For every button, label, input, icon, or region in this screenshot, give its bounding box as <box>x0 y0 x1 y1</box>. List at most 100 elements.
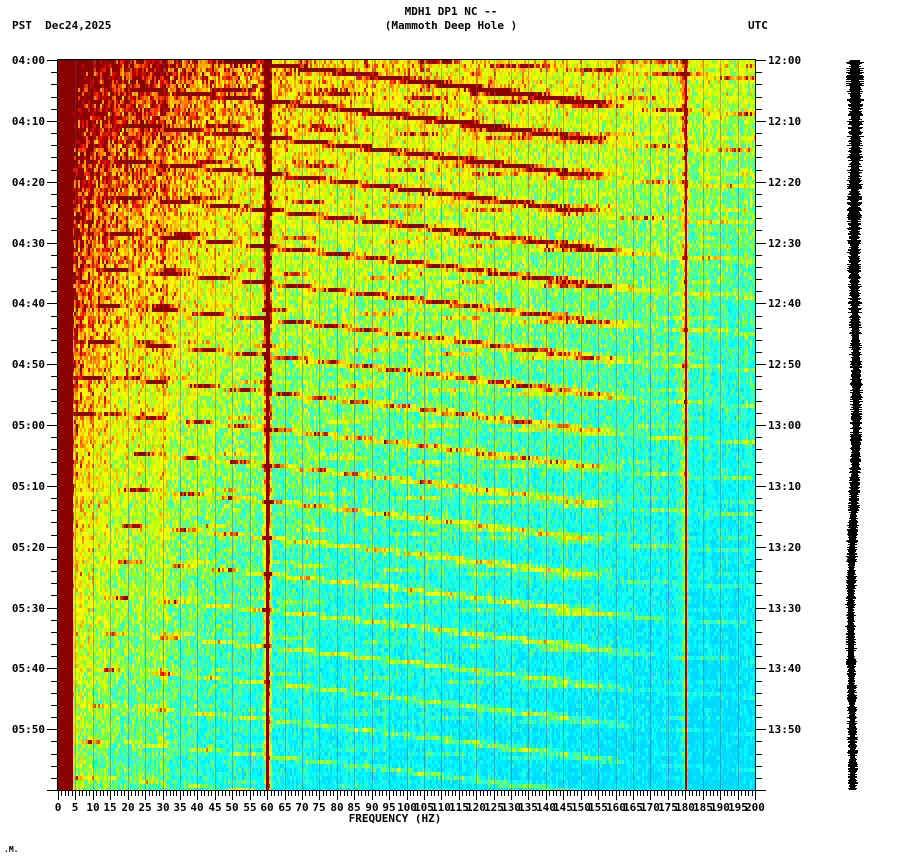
x-tick-38 <box>190 791 191 796</box>
x-tick-159 <box>612 791 613 796</box>
x-tick-label-85: 85 <box>347 801 361 814</box>
y-tick-left-332 <box>51 620 57 621</box>
y-tick-left-336 <box>51 644 57 645</box>
x-tick-0 <box>58 791 59 800</box>
x-tick-191 <box>724 791 725 796</box>
x-tick-label-110: 110 <box>431 801 451 814</box>
x-tick-167 <box>640 791 641 796</box>
seismogram-trace <box>838 60 872 790</box>
x-tick-69 <box>298 791 299 796</box>
y-tick-right-242 <box>756 72 762 73</box>
x-tick-18 <box>121 791 122 796</box>
x-tick-81 <box>340 791 341 796</box>
y-tick-right-338 <box>756 656 762 657</box>
x-tick-96 <box>393 791 394 796</box>
y-tick-left-282 <box>51 316 57 317</box>
x-tick-19 <box>124 791 125 796</box>
y-tick-left-324 <box>51 571 57 572</box>
y-tick-right-306 <box>756 462 762 463</box>
x-tick-label-105: 105 <box>414 801 434 814</box>
x-tick-24 <box>142 791 143 796</box>
x-tick-label-25: 25 <box>138 801 152 814</box>
x-tick-145 <box>563 791 564 800</box>
x-tick-label-10: 10 <box>86 801 100 814</box>
x-tick-109 <box>438 791 439 796</box>
x-tick-160 <box>616 791 617 800</box>
x-tick-183 <box>696 791 697 796</box>
x-tick-label-100: 100 <box>397 801 417 814</box>
x-tick-164 <box>630 791 631 796</box>
y-tick-right-324 <box>756 571 762 572</box>
x-tick-135 <box>528 791 529 800</box>
y-tick-label-utc-9: 13:30 <box>768 602 802 615</box>
x-tick-16 <box>114 791 115 796</box>
x-tick-178 <box>678 791 679 796</box>
y-tick-right-298 <box>756 413 762 414</box>
x-tick-8 <box>86 791 87 796</box>
y-tick-label-utc-1: 12:10 <box>768 115 802 128</box>
y-tick-left-254 <box>51 145 57 146</box>
x-tick-165 <box>633 791 634 800</box>
x-tick-56 <box>253 791 254 796</box>
y-tick-left-312 <box>51 498 57 499</box>
x-tick-2 <box>65 791 66 796</box>
y-tick-left-266 <box>51 218 57 219</box>
x-tick-77 <box>326 791 327 796</box>
x-tick-124 <box>490 791 491 796</box>
y-tick-label-pst-11: 05:50 <box>11 723 45 736</box>
x-tick-31 <box>166 791 167 796</box>
y-tick-left-258 <box>51 170 57 171</box>
y-tick-right-258 <box>756 170 762 171</box>
y-tick-left-264 <box>51 206 57 207</box>
y-tick-label-utc-10: 13:40 <box>768 662 802 675</box>
x-tick-188 <box>713 791 714 796</box>
y-tick-right-312 <box>756 498 762 499</box>
x-tick-166 <box>637 791 638 796</box>
x-tick-193 <box>731 791 732 796</box>
x-tick-137 <box>535 791 536 796</box>
y-tick-left-278 <box>51 291 57 292</box>
x-tick-label-155: 155 <box>588 801 608 814</box>
x-tick-25 <box>145 791 146 800</box>
y-tick-label-utc-11: 13:50 <box>768 723 802 736</box>
x-tick-label-160: 160 <box>606 801 626 814</box>
y-tick-right-294 <box>756 389 762 390</box>
x-tick-91 <box>375 791 376 796</box>
y-tick-right-270 <box>756 243 766 244</box>
x-tick-60 <box>267 791 268 800</box>
y-tick-right-354 <box>756 754 762 755</box>
x-tick-106 <box>427 791 428 796</box>
x-tick-37 <box>187 791 188 796</box>
x-tick-101 <box>410 791 411 796</box>
x-tick-65 <box>285 791 286 800</box>
y-tick-right-284 <box>756 328 762 329</box>
y-tick-label-utc-7: 13:10 <box>768 480 802 493</box>
x-tick-105 <box>424 791 425 800</box>
y-tick-right-360 <box>756 790 766 791</box>
x-tick-93 <box>382 791 383 796</box>
y-tick-left-242 <box>51 72 57 73</box>
y-tick-right-316 <box>756 522 762 523</box>
x-tick-187 <box>710 791 711 796</box>
x-tick-39 <box>194 791 195 796</box>
x-tick-173 <box>661 791 662 796</box>
x-tick-49 <box>229 791 230 796</box>
x-tick-7 <box>82 791 83 796</box>
y-tick-right-348 <box>756 717 762 718</box>
x-tick-label-65: 65 <box>278 801 292 814</box>
x-tick-20 <box>128 791 129 800</box>
x-tick-144 <box>560 791 561 796</box>
x-tick-88 <box>365 791 366 796</box>
y-tick-left-250 <box>47 121 57 122</box>
y-tick-left-276 <box>51 279 57 280</box>
y-tick-left-318 <box>51 535 57 536</box>
y-tick-left-344 <box>51 693 57 694</box>
y-tick-left-292 <box>51 376 57 377</box>
timezone-right-label: UTC <box>748 19 768 32</box>
x-tick-174 <box>664 791 665 796</box>
x-tick-label-185: 185 <box>693 801 713 814</box>
x-tick-148 <box>574 791 575 796</box>
x-tick-30 <box>163 791 164 800</box>
x-tick-label-40: 40 <box>190 801 204 814</box>
x-tick-label-175: 175 <box>658 801 678 814</box>
